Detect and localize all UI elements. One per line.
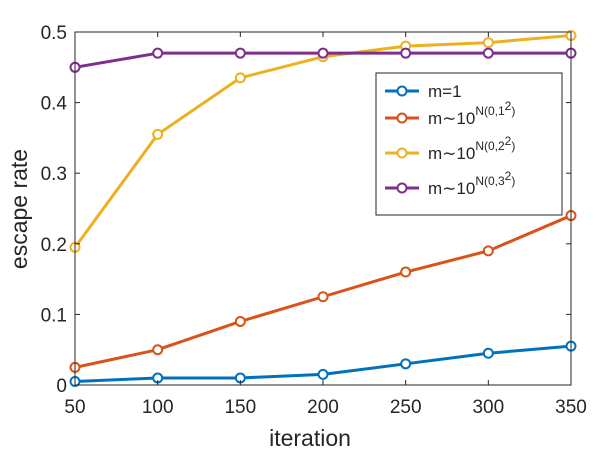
series-1 xyxy=(69,340,577,387)
x-tick-label: 100 xyxy=(142,397,174,418)
data-point xyxy=(317,291,329,303)
x-tick-label: 150 xyxy=(224,397,256,418)
data-point xyxy=(234,315,246,327)
axes: 50 100 150 200 250 300 350 0 0.1 0.2 0.3 0.4 0.5 xyxy=(41,23,587,418)
y-tick-label: 0 xyxy=(56,376,67,397)
data-point xyxy=(400,47,412,59)
data-point xyxy=(234,47,246,59)
legend-entry-3: m∼10N(0,22) xyxy=(385,134,515,163)
x-axis-label: iteration xyxy=(269,425,351,451)
y-tick-label: 0.5 xyxy=(41,23,67,44)
y-tick-label: 0.4 xyxy=(41,94,68,115)
legend-label: m∼10N(0,12) xyxy=(428,99,515,128)
x-tick-label: 300 xyxy=(472,397,504,418)
data-point xyxy=(152,47,164,59)
legend: m=1m∼10N(0,12) m∼10N(0,22) m∼10N(0,32) xyxy=(375,72,563,216)
legend-marker xyxy=(396,147,408,159)
data-point xyxy=(234,72,246,84)
legend-label: m∼10N(0,22) xyxy=(428,134,515,163)
data-point xyxy=(152,128,164,140)
legend-marker xyxy=(396,85,408,97)
legend-entry-2: m∼10N(0,12) xyxy=(385,99,515,128)
data-point xyxy=(152,344,164,356)
x-tick-label: 350 xyxy=(555,397,587,418)
data-point xyxy=(317,47,329,59)
data-point xyxy=(400,266,412,278)
data-point xyxy=(317,368,329,380)
y-axis-label: escape rate xyxy=(6,149,32,269)
data-point xyxy=(482,47,494,59)
data-point xyxy=(482,245,494,257)
data-point xyxy=(482,347,494,359)
x-tick-label: 200 xyxy=(307,397,339,418)
data-point xyxy=(400,358,412,370)
legend-label: m∼10N(0,32) xyxy=(428,169,515,198)
y-tick-label: 0.2 xyxy=(41,235,67,256)
data-point xyxy=(482,37,494,49)
y-tick-label: 0.1 xyxy=(41,305,67,326)
x-tick-label: 50 xyxy=(64,397,85,418)
series-layer xyxy=(69,30,577,387)
legend-box xyxy=(375,72,563,216)
legend-entry-4: m∼10N(0,32) xyxy=(385,169,515,198)
legend-entry-1: m=1 xyxy=(385,82,462,101)
legend-marker xyxy=(396,112,408,124)
legend-marker xyxy=(396,182,408,194)
x-tick-label: 250 xyxy=(390,397,422,418)
legend-label: m=1 xyxy=(428,82,462,101)
y-tick-label: 0.3 xyxy=(41,164,67,185)
